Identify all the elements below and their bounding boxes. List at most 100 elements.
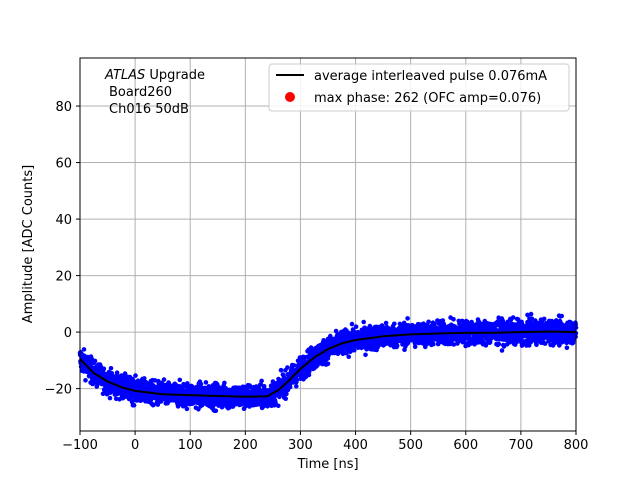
x-tick-label: 600 [453, 438, 478, 453]
scatter-point [363, 352, 368, 358]
scatter-point [294, 383, 299, 389]
average-pulse-line [79, 330, 577, 398]
scatter-point [346, 354, 352, 360]
scatter-point [203, 380, 209, 385]
plot-frame [79, 57, 577, 432]
average-line-series [79, 330, 577, 398]
scatter-point [426, 319, 431, 325]
y-tick-label: 0 [64, 326, 72, 341]
scatter-point [114, 370, 120, 376]
annotation-line-1: ATLAS Upgrade [104, 68, 205, 83]
scatter-point [499, 348, 505, 353]
scatter-point [161, 377, 167, 382]
scatter-point [151, 402, 156, 408]
x-tick-label: 100 [178, 438, 203, 453]
scatter-point [284, 391, 289, 397]
scatter-point [143, 379, 149, 385]
x-tick-label: 500 [398, 438, 423, 453]
scatter-point [107, 395, 113, 401]
scatter-point [325, 361, 331, 367]
scatter-point [222, 380, 227, 386]
x-tick-label: 200 [233, 438, 258, 453]
scatter-point [142, 376, 147, 381]
scatter-point [487, 340, 493, 345]
scatter-point [177, 377, 183, 383]
scatter-point [394, 343, 400, 349]
scatter-point [559, 313, 564, 319]
scatter-point [525, 312, 530, 318]
scatter-point [259, 378, 264, 384]
y-tick-label: 40 [55, 213, 72, 228]
x-tick-label: 800 [564, 438, 589, 453]
scatter-point [131, 402, 137, 408]
y-axis-label: Amplitude [ADC Counts] [21, 165, 36, 323]
scatter-point [405, 316, 410, 321]
scatter-point [101, 366, 107, 372]
y-tick-label: 20 [55, 270, 72, 285]
annotation-atlas: ATLAS [104, 68, 145, 83]
legend: average interleaved pulse 0.076mA max ph… [268, 63, 570, 112]
scatter-point [510, 315, 516, 320]
scatter-point [353, 324, 359, 330]
scatter-point [294, 377, 300, 383]
scatter-point [276, 403, 281, 409]
scatter-point [108, 366, 114, 371]
scatter-point [431, 341, 436, 347]
scatter-point [542, 341, 548, 346]
scatter-point [564, 345, 570, 351]
legend-average-label: average interleaved pulse 0.076mA [314, 69, 547, 84]
scatter-point [92, 358, 98, 364]
scatter-point [109, 371, 115, 376]
annotation-channel: Ch016 50dB [109, 102, 189, 117]
scatter-point [412, 344, 418, 350]
scatter-point [122, 371, 128, 376]
scatter-point [213, 408, 219, 414]
scatter-point [392, 321, 397, 327]
x-tick-label: 400 [343, 438, 368, 453]
scatter-point [285, 365, 290, 370]
scatter-point [364, 347, 369, 352]
scatter-point [383, 320, 389, 326]
axis-ticks: −100 0 100 200 300 400 500 600 700 800 −20 0 20 40 60 8… [45, 100, 589, 453]
legend-max-phase-label: max phase: 262 (OFC amp=0.076) [314, 91, 541, 106]
scatter-point [451, 317, 456, 322]
scatter-point [534, 342, 539, 348]
scatter-point [306, 372, 312, 378]
scatter-point [367, 323, 373, 329]
scatter-point [184, 406, 190, 412]
atlas-annotation: ATLAS Upgrade Board260 Ch016 50dB [104, 68, 205, 117]
scatter-point [528, 311, 534, 317]
scatter-point [277, 394, 282, 400]
scatter-point [278, 367, 284, 373]
x-axis-label: Time [ns] [296, 457, 358, 472]
scatter-point [287, 384, 293, 390]
scatter-point [261, 384, 267, 389]
scatter-point [352, 347, 357, 353]
scatter-point [81, 347, 87, 352]
scatter-series [77, 311, 579, 414]
x-tick-label: −100 [62, 438, 98, 453]
scatter-point [496, 341, 502, 347]
x-tick-label: 700 [508, 438, 533, 453]
x-tick-label: 0 [131, 438, 139, 453]
y-tick-label: 60 [55, 157, 72, 172]
scatter-point [349, 321, 355, 327]
legend-box [268, 63, 570, 112]
scatter-point [361, 319, 367, 325]
scatter-point [432, 321, 437, 327]
y-tick-label: 80 [55, 100, 72, 115]
scatter-point [100, 391, 106, 397]
scatter-point [83, 378, 88, 383]
scatter-point [541, 316, 547, 322]
scatter-point [283, 396, 289, 402]
annotation-board: Board260 [109, 85, 172, 100]
y-tick-label: −20 [45, 383, 72, 398]
scatter-point [198, 381, 204, 387]
legend-max-phase-marker [285, 92, 295, 102]
scatter-point [451, 342, 457, 347]
scatter-point [133, 373, 138, 378]
scatter-point [457, 321, 462, 327]
x-tick-label: 300 [288, 438, 313, 453]
scatter-point [459, 318, 465, 324]
